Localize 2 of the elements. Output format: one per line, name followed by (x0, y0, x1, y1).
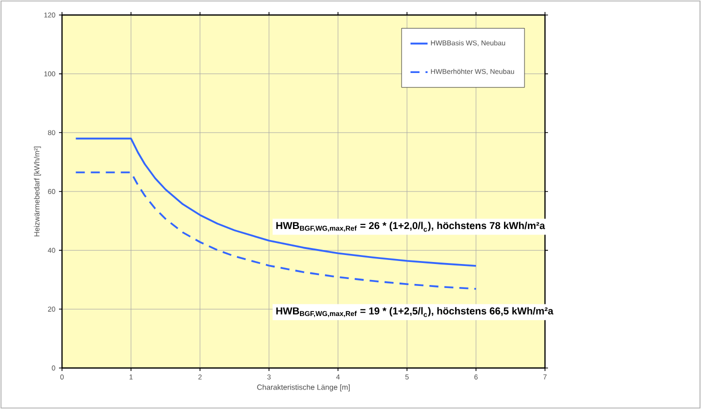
annotation: $\textbf{HWB}_{\textbf{BGF,WG,max,Ref}}\textbf{ = 26 * (1+2,0/l}_{\textbf{c}}\textbf{), höchstens 78 kWh/m²a}$ (276, 222, 546, 232)
annotation: $\textbf{HWB}_{\textbf{BGF,WG,max,Ref}}\textbf{ = 19 * (1+2,5/l}_{\textbf{c}}\textbf{), höchstens 66,5 kWh/m²a}$ (276, 307, 554, 318)
